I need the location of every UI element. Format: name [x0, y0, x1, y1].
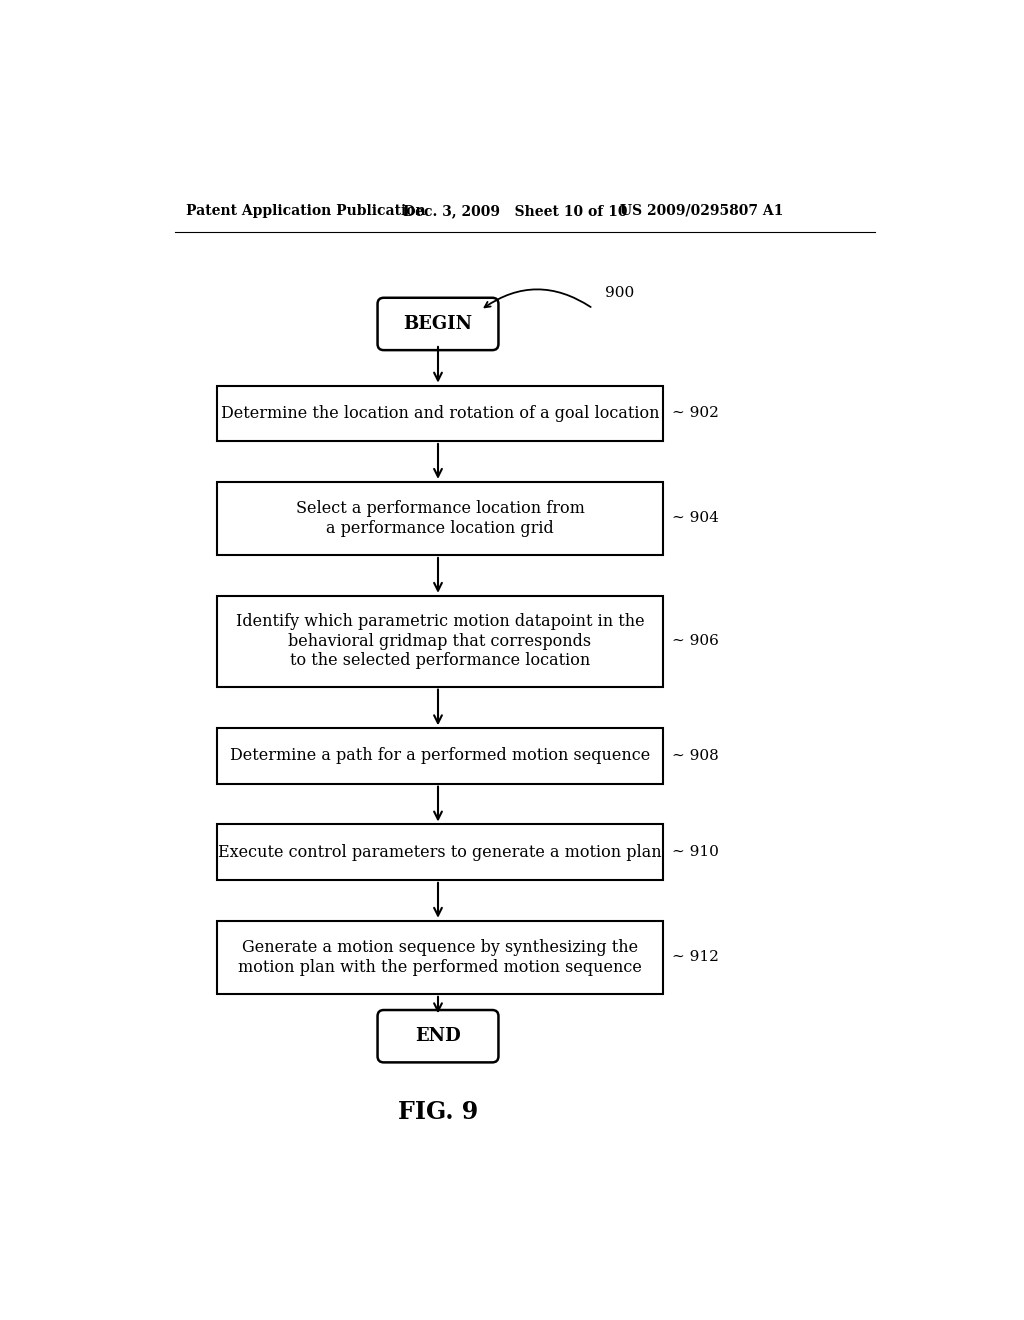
FancyBboxPatch shape — [378, 298, 499, 350]
Text: Determine the location and rotation of a goal location: Determine the location and rotation of a… — [221, 405, 659, 422]
Text: END: END — [415, 1027, 461, 1045]
Text: ∼ 902: ∼ 902 — [672, 407, 719, 420]
Text: BEGIN: BEGIN — [403, 315, 472, 333]
Bar — [217, 825, 663, 880]
Text: Determine a path for a performed motion sequence: Determine a path for a performed motion … — [229, 747, 650, 764]
Text: US 2009/0295807 A1: US 2009/0295807 A1 — [621, 203, 783, 218]
Text: Execute control parameters to generate a motion plan: Execute control parameters to generate a… — [218, 843, 662, 861]
Bar — [217, 729, 663, 784]
Text: ∼ 906: ∼ 906 — [672, 634, 719, 648]
Bar — [217, 482, 663, 554]
Bar — [217, 921, 663, 994]
Text: ∼ 908: ∼ 908 — [672, 748, 719, 763]
Text: Identify which parametric motion datapoint in the
behavioral gridmap that corres: Identify which parametric motion datapoi… — [236, 612, 644, 669]
Bar — [217, 595, 663, 686]
Text: Dec. 3, 2009   Sheet 10 of 10: Dec. 3, 2009 Sheet 10 of 10 — [403, 203, 628, 218]
Text: ∼ 912: ∼ 912 — [672, 950, 719, 965]
Text: 900: 900 — [604, 286, 634, 300]
Text: ∼ 904: ∼ 904 — [672, 511, 719, 525]
Text: Generate a motion sequence by synthesizing the
motion plan with the performed mo: Generate a motion sequence by synthesizi… — [238, 939, 642, 975]
Text: Select a performance location from
a performance location grid: Select a performance location from a per… — [296, 500, 585, 537]
Text: Patent Application Publication: Patent Application Publication — [186, 203, 426, 218]
Text: FIG. 9: FIG. 9 — [398, 1100, 478, 1123]
Text: ∼ 910: ∼ 910 — [672, 845, 719, 859]
Bar — [217, 385, 663, 441]
FancyBboxPatch shape — [378, 1010, 499, 1063]
